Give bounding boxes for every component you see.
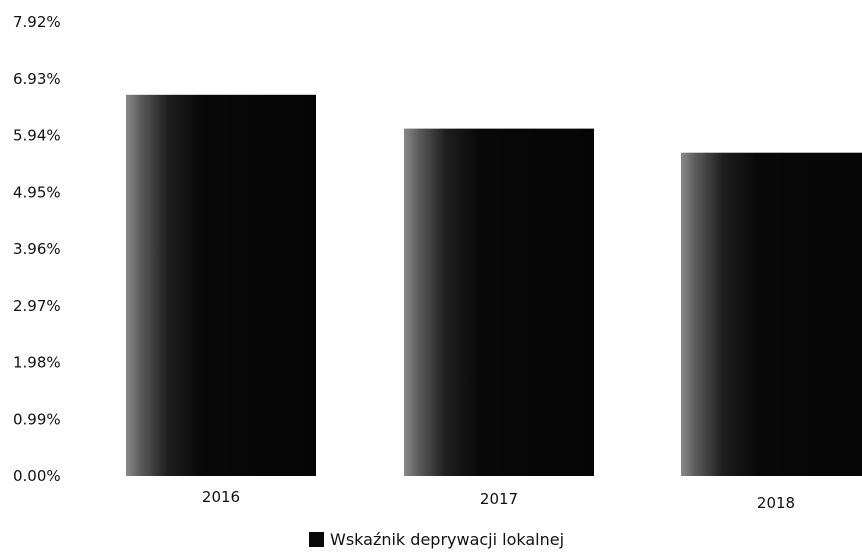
y-tick-label: 0.00% — [13, 467, 61, 485]
y-tick-label: 3.96% — [13, 240, 61, 258]
bar-2016 — [126, 94, 316, 476]
x-tick-label: 2017 — [480, 490, 518, 508]
bars — [126, 94, 862, 477]
legend-swatch — [309, 532, 324, 547]
x-tick-label: 2018 — [757, 494, 795, 512]
y-tick-label: 7.92% — [13, 13, 61, 31]
x-axis: 2016 2017 2018 — [202, 488, 795, 512]
legend-label: Wskaźnik deprywacji lokalnej — [330, 530, 564, 549]
bar-2017 — [404, 128, 594, 476]
y-tick-label: 0.99% — [13, 410, 61, 428]
y-axis: 0.00% 0.99% 1.98% 2.97% 3.96% 4.95% 5.94% 6.93%… — [13, 13, 61, 485]
y-tick-label: 4.95% — [13, 183, 61, 201]
y-tick-label: 1.98% — [13, 354, 61, 372]
legend: Wskaźnik deprywacji lokalnej — [309, 530, 564, 549]
bar-2018 — [681, 152, 862, 477]
y-tick-label: 2.97% — [13, 297, 61, 315]
x-tick-label: 2016 — [202, 488, 240, 506]
y-tick-label: 6.93% — [13, 70, 61, 88]
y-tick-label: 5.94% — [13, 127, 61, 145]
